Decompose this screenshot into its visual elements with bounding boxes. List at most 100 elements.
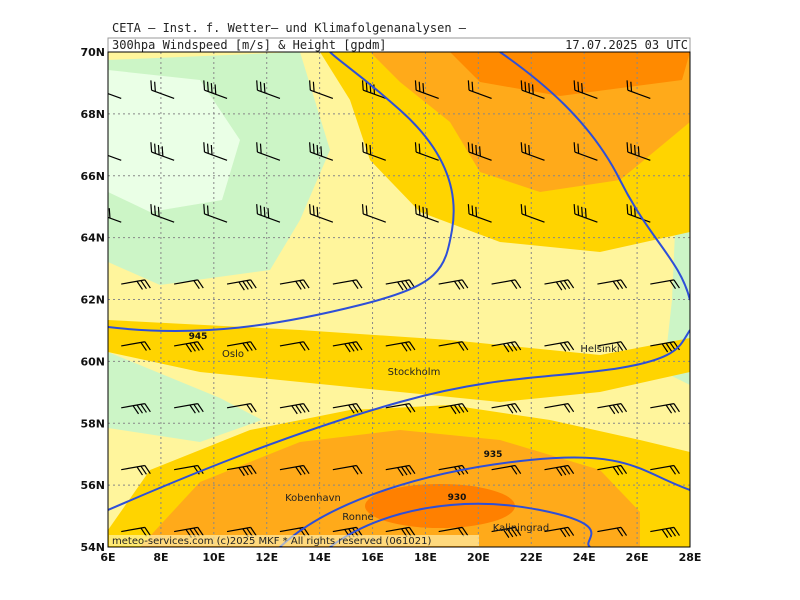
barb-flag xyxy=(246,280,253,290)
barb-flag xyxy=(514,465,522,474)
barb-flag xyxy=(210,144,213,155)
barb-flag xyxy=(520,80,523,91)
wind-barb xyxy=(203,142,228,161)
barb-flag xyxy=(630,81,633,92)
barb-flag xyxy=(356,465,363,474)
wind-barb xyxy=(520,142,545,161)
barb-flag xyxy=(203,80,206,91)
barb-flag xyxy=(577,81,580,92)
lat-label: 54N xyxy=(80,541,105,554)
barb-flag xyxy=(673,279,680,289)
wind-barb xyxy=(467,80,492,99)
barb-flag xyxy=(559,342,567,352)
barb-flag xyxy=(214,84,217,95)
wind-barb xyxy=(520,80,545,99)
barb-flag xyxy=(397,467,404,477)
barb-flag xyxy=(661,529,669,538)
map-frame xyxy=(107,51,691,548)
barb-staff xyxy=(151,89,175,99)
field-lightgreen xyxy=(108,70,240,212)
barb-flag xyxy=(263,206,266,217)
barb-flag xyxy=(665,342,673,352)
field-green xyxy=(108,352,262,442)
barb-flag xyxy=(206,205,209,216)
barb-flag xyxy=(267,208,270,219)
field-darkorange xyxy=(450,52,690,96)
footer-bg xyxy=(109,535,479,546)
barb-flag xyxy=(348,404,355,414)
barb-flag xyxy=(528,83,531,93)
lon-label: 18E xyxy=(414,551,437,564)
wind-barb xyxy=(121,526,151,537)
barb-flag xyxy=(99,205,106,215)
barb-flag xyxy=(259,205,262,216)
lon-label: 24E xyxy=(573,551,596,564)
barb-flag xyxy=(404,465,412,475)
barb-flag xyxy=(295,280,302,290)
wind-barb xyxy=(597,526,628,537)
wind-barb xyxy=(438,341,469,351)
wind-barb xyxy=(544,464,575,477)
barb-flag xyxy=(559,528,567,538)
barb-flag xyxy=(669,280,677,290)
barb-flag xyxy=(150,80,153,91)
lon-label: 20E xyxy=(467,551,490,564)
wind-barb xyxy=(332,279,363,290)
wind-barb xyxy=(520,204,545,223)
wind-barb xyxy=(309,204,334,223)
barb-flag xyxy=(157,144,160,155)
wind-barb xyxy=(597,279,628,290)
barb-flag xyxy=(612,404,620,414)
wind-barb xyxy=(650,526,680,538)
barb-staff xyxy=(363,89,386,99)
barb-flag xyxy=(369,144,372,155)
wind-barb xyxy=(467,142,492,161)
barb-flag xyxy=(418,81,421,92)
lat-label: 56N xyxy=(80,479,105,492)
barb-staff xyxy=(310,89,334,99)
barb-flag xyxy=(316,144,319,155)
barb-flag xyxy=(344,343,351,353)
barb-flag xyxy=(161,146,164,157)
lon-label: 26E xyxy=(626,551,649,564)
barb-flag xyxy=(238,467,245,477)
barb-flag xyxy=(95,80,102,90)
barb-flag xyxy=(189,404,196,414)
place-label: Kaliningrad xyxy=(493,523,549,534)
barb-staff xyxy=(574,89,598,99)
barb-flag xyxy=(185,343,192,353)
barb-flag xyxy=(475,144,478,155)
barb-flag xyxy=(673,403,680,413)
barb-flag xyxy=(467,142,470,153)
barb-flag xyxy=(577,143,580,154)
place-label: Oslo xyxy=(222,349,244,360)
barb-flag xyxy=(555,467,563,477)
barb-flag xyxy=(299,280,306,290)
barb-flag xyxy=(144,527,151,536)
barb-flag xyxy=(144,465,151,474)
wind-barb xyxy=(597,341,628,351)
barb-flag xyxy=(612,466,620,476)
barb-flag xyxy=(140,280,147,290)
barb-flag xyxy=(471,205,474,216)
barb-staff xyxy=(204,89,228,99)
barb-flag xyxy=(352,465,359,475)
barb-flag xyxy=(250,341,257,351)
wind-barb xyxy=(174,341,204,353)
barb-staff xyxy=(521,89,545,99)
barb-flag xyxy=(365,81,368,92)
barb-flag xyxy=(312,81,315,92)
barb-flag xyxy=(426,208,429,219)
wind-barb xyxy=(385,279,416,291)
barb-flag xyxy=(144,279,151,289)
barb-flag xyxy=(461,527,469,536)
wind-barb xyxy=(544,403,575,413)
barb-flag xyxy=(616,280,624,290)
barb-flag xyxy=(401,466,408,476)
wind-barb xyxy=(150,204,175,223)
barb-flag xyxy=(210,83,213,93)
barb-flag xyxy=(154,205,156,216)
barb-flag xyxy=(303,465,310,474)
